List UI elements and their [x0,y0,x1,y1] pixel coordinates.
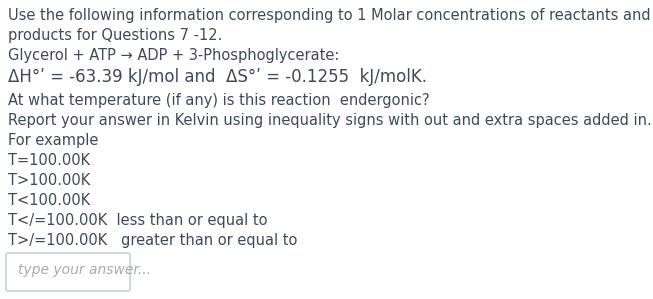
Text: Use the following information corresponding to 1 Molar concentrations of reactan: Use the following information correspond… [8,8,650,23]
Text: At what temperature (if any) is this reaction  endergonic?: At what temperature (if any) is this rea… [8,93,430,108]
Text: Glycerol + ATP → ADP + 3-Phosphoglycerate:: Glycerol + ATP → ADP + 3-Phosphoglycerat… [8,48,340,63]
Text: For example: For example [8,133,99,148]
Text: type your answer...: type your answer... [18,263,151,277]
Text: T>100.00K: T>100.00K [8,173,90,188]
Text: products for Questions 7 -12.: products for Questions 7 -12. [8,28,223,43]
Text: Report your answer in Kelvin using inequality signs with out and extra spaces ad: Report your answer in Kelvin using inequ… [8,113,652,128]
Text: T>/=100.00K   greater than or equal to: T>/=100.00K greater than or equal to [8,233,297,248]
Text: T</=100.00K  less than or equal to: T</=100.00K less than or equal to [8,213,268,228]
Text: T<100.00K: T<100.00K [8,193,90,208]
Text: T=100.00K: T=100.00K [8,153,90,168]
FancyBboxPatch shape [6,253,130,291]
Text: ΔH°ʹ = -63.39 kJ/mol and  ΔS°ʹ = -0.1255  kJ/molK.: ΔH°ʹ = -63.39 kJ/mol and ΔS°ʹ = -0.1255 … [8,68,427,86]
